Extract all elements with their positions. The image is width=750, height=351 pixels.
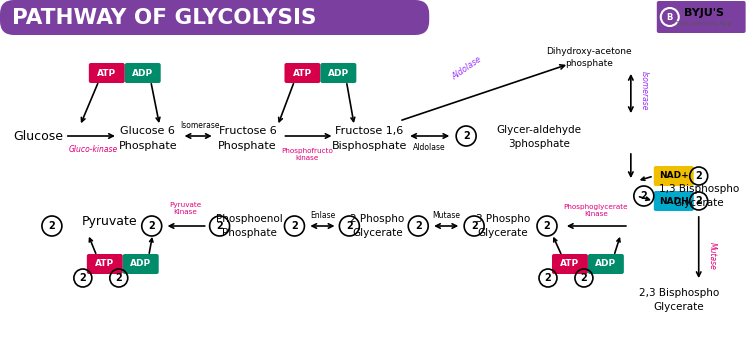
- FancyArrowPatch shape: [402, 65, 565, 120]
- FancyArrowPatch shape: [628, 154, 633, 176]
- Text: Isomerase: Isomerase: [639, 71, 648, 111]
- Text: 3 Phospho: 3 Phospho: [476, 214, 530, 224]
- Text: ADP: ADP: [328, 68, 349, 78]
- Text: ATP: ATP: [293, 68, 312, 78]
- Text: 2: 2: [49, 221, 55, 231]
- Text: Fructose 6: Fructose 6: [219, 126, 277, 136]
- FancyBboxPatch shape: [657, 1, 746, 33]
- FancyBboxPatch shape: [0, 0, 429, 35]
- Text: Mutase: Mutase: [708, 242, 717, 270]
- Text: Fructose 1,6: Fructose 1,6: [335, 126, 404, 136]
- FancyArrowPatch shape: [68, 134, 113, 138]
- Text: 2: 2: [695, 171, 702, 181]
- Text: 2: 2: [116, 273, 122, 283]
- Text: Phosphate: Phosphate: [118, 141, 177, 151]
- Text: 2: 2: [695, 196, 702, 206]
- Text: Phosphoglycerate
Kinase: Phosphoglycerate Kinase: [563, 204, 628, 217]
- Text: Dihydroxy-acetone: Dihydroxy-acetone: [546, 46, 632, 55]
- Text: Glycerate: Glycerate: [352, 228, 403, 238]
- Text: ATP: ATP: [95, 259, 114, 269]
- Text: 2: 2: [463, 131, 470, 141]
- Text: Aldolase: Aldolase: [413, 144, 446, 152]
- FancyArrowPatch shape: [285, 134, 330, 138]
- FancyArrowPatch shape: [312, 224, 333, 228]
- FancyArrowPatch shape: [554, 238, 561, 253]
- FancyArrowPatch shape: [279, 84, 293, 122]
- Text: NADH: NADH: [659, 197, 688, 205]
- Text: 2: 2: [544, 221, 550, 231]
- FancyArrowPatch shape: [186, 134, 210, 138]
- Text: Glycerate: Glycerate: [674, 198, 724, 208]
- Text: ATP: ATP: [98, 68, 116, 78]
- FancyArrowPatch shape: [697, 217, 701, 276]
- Text: BYJU'S: BYJU'S: [684, 8, 724, 18]
- FancyBboxPatch shape: [88, 63, 125, 83]
- FancyBboxPatch shape: [87, 254, 123, 274]
- FancyBboxPatch shape: [320, 63, 356, 83]
- Text: Phosphate: Phosphate: [218, 141, 277, 151]
- FancyArrowPatch shape: [615, 238, 620, 253]
- FancyArrowPatch shape: [89, 238, 96, 253]
- Text: The Learning App: The Learning App: [676, 20, 731, 26]
- Text: Glycerate: Glycerate: [478, 228, 529, 238]
- Text: 2: 2: [544, 273, 551, 283]
- Text: Glucose: Glucose: [13, 130, 63, 143]
- FancyArrowPatch shape: [641, 177, 651, 180]
- Text: Mutase: Mutase: [432, 211, 460, 219]
- Text: 2: 2: [216, 221, 223, 231]
- Text: 2: 2: [346, 221, 352, 231]
- Text: NAD+: NAD+: [659, 172, 688, 180]
- Text: 1,3 Bisphospho: 1,3 Bisphospho: [658, 184, 739, 194]
- FancyArrowPatch shape: [346, 84, 355, 121]
- FancyArrowPatch shape: [152, 84, 160, 121]
- Circle shape: [661, 8, 679, 26]
- Text: ATP: ATP: [560, 259, 580, 269]
- Text: Phosphofructo
kinase: Phosphofructo kinase: [281, 147, 333, 160]
- Text: Glucose 6: Glucose 6: [120, 126, 176, 136]
- Text: Phosphoenol: Phosphoenol: [216, 214, 283, 224]
- Text: ADP: ADP: [596, 259, 616, 269]
- Text: Enlase: Enlase: [310, 211, 335, 219]
- Text: 2: 2: [148, 221, 155, 231]
- FancyBboxPatch shape: [123, 254, 159, 274]
- FancyArrowPatch shape: [640, 197, 650, 200]
- Text: 2: 2: [580, 273, 587, 283]
- Text: B: B: [667, 13, 673, 21]
- FancyArrowPatch shape: [628, 75, 633, 111]
- Text: 2: 2: [80, 273, 86, 283]
- Text: Pyruvate
Kinase: Pyruvate Kinase: [170, 203, 202, 216]
- Text: Glycerate: Glycerate: [653, 302, 704, 312]
- Text: 2,3 Bisphospho: 2,3 Bisphospho: [639, 288, 719, 298]
- Text: Glycer-aldehyde: Glycer-aldehyde: [496, 125, 581, 135]
- FancyArrowPatch shape: [170, 224, 205, 228]
- Text: 2 Phospho: 2 Phospho: [350, 214, 404, 224]
- Text: Isomerase: Isomerase: [180, 120, 220, 130]
- FancyBboxPatch shape: [124, 63, 160, 83]
- Text: PATHWAY OF GLYCOLYSIS: PATHWAY OF GLYCOLYSIS: [12, 8, 316, 28]
- Text: ADP: ADP: [130, 259, 152, 269]
- Text: ADP: ADP: [132, 68, 153, 78]
- FancyArrowPatch shape: [568, 224, 626, 228]
- Text: Phosphate: Phosphate: [222, 228, 277, 238]
- Text: 2: 2: [640, 191, 647, 201]
- FancyArrowPatch shape: [149, 239, 153, 253]
- FancyBboxPatch shape: [654, 166, 694, 186]
- Text: 2: 2: [471, 221, 478, 231]
- FancyBboxPatch shape: [284, 63, 320, 83]
- FancyBboxPatch shape: [588, 254, 624, 274]
- FancyBboxPatch shape: [654, 191, 694, 211]
- Text: Gluco-kinase: Gluco-kinase: [68, 146, 118, 154]
- Text: 2: 2: [415, 221, 422, 231]
- Text: Aldolase: Aldolase: [451, 55, 484, 81]
- FancyBboxPatch shape: [552, 254, 588, 274]
- Text: Pyruvate: Pyruvate: [82, 216, 137, 229]
- Text: Bisphosphate: Bisphosphate: [332, 141, 407, 151]
- FancyArrowPatch shape: [82, 84, 98, 122]
- FancyArrowPatch shape: [436, 224, 457, 228]
- FancyArrowPatch shape: [412, 134, 448, 138]
- Text: phosphate: phosphate: [565, 60, 613, 68]
- Text: 3phosphate: 3phosphate: [508, 139, 570, 149]
- Text: 2: 2: [291, 221, 298, 231]
